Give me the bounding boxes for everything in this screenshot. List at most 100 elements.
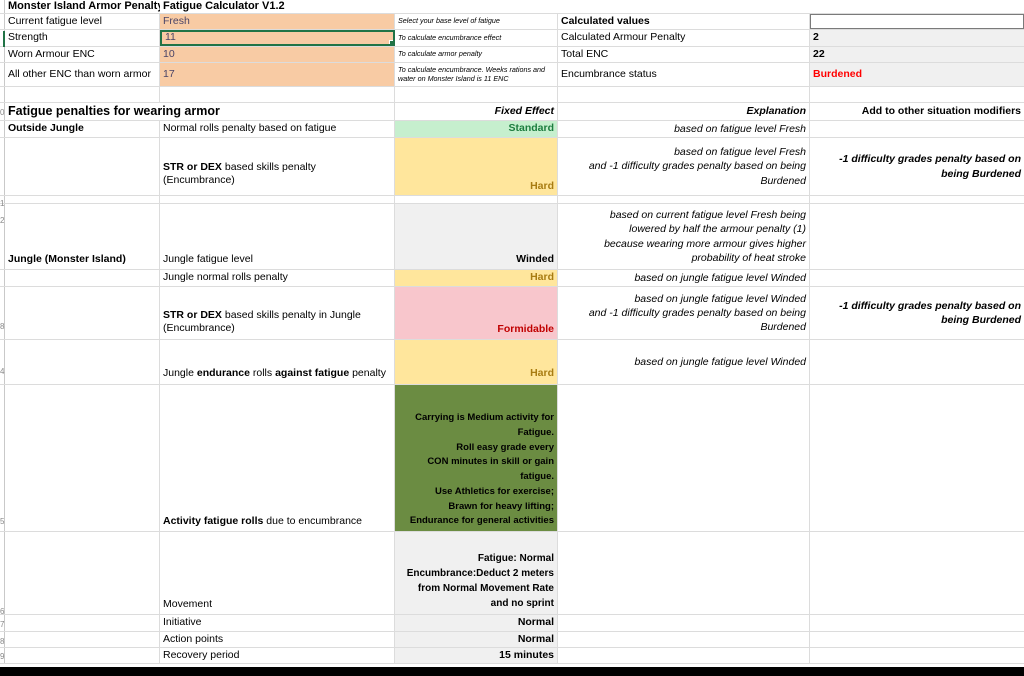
desc-outside-str-dex: STR or DEX based skills penalty (Encumbr… — [160, 138, 395, 195]
row-gutter — [0, 196, 5, 203]
modifier-outside-str-dex: -1 difficulty grades penalty based on be… — [839, 153, 1021, 180]
row-gutter — [0, 340, 5, 384]
explanation-outside-str-dex: based on fatigue level Fresh and -1 diff… — [558, 138, 810, 195]
effect-hard-endurance: Hard — [395, 340, 558, 384]
fatigue-level-input[interactable]: Fresh — [160, 14, 395, 29]
input-row-worn-enc: Worn Armour ENC 10 To calculate armor pe… — [0, 47, 1024, 63]
row-gutter — [0, 121, 5, 137]
row-gutter — [0, 632, 5, 647]
effect-standard: Standard — [395, 121, 558, 137]
total-enc-label: Total ENC — [558, 47, 810, 62]
row-gutter — [0, 63, 5, 86]
desc-initiative: Initiative — [160, 615, 395, 631]
desc-jungle-str-dex: STR or DEX based skills penalty in Jungl… — [160, 287, 395, 339]
desc-jungle-endurance: Jungle endurance rolls against fatigue p… — [160, 340, 395, 384]
row-jungle-endurance: Jungle endurance rolls against fatigue p… — [0, 340, 1024, 385]
empty-cell — [810, 270, 1024, 286]
empty-cell — [810, 121, 1024, 137]
empty-cell — [5, 196, 160, 203]
strength-input[interactable]: 11 — [160, 30, 395, 46]
row-number: 9 — [0, 652, 5, 661]
spacer-row — [0, 196, 1024, 204]
section-header-row: Fatigue penalties for wearing armor Fixe… — [0, 103, 1024, 121]
other-enc-input[interactable]: 17 — [160, 63, 395, 86]
row-gutter — [0, 14, 5, 29]
outlined-empty-cell[interactable] — [810, 14, 1024, 29]
desc-outside-normal: Normal rolls penalty based on fatigue — [160, 121, 395, 137]
empty-cell — [810, 532, 1024, 614]
row-number: 1 — [0, 199, 5, 208]
desc-activity-fatigue: Activity fatigue rolls due to encumbranc… — [160, 385, 395, 531]
worn-enc-input[interactable]: 10 — [160, 47, 395, 62]
row-number: 7 — [0, 620, 5, 629]
row-gutter — [0, 287, 5, 339]
desc-recovery-period: Recovery period — [160, 648, 395, 663]
explanation-jungle-fatigue: based on current fatigue level Fresh bei… — [558, 204, 810, 269]
empty-cell — [558, 87, 810, 102]
empty-cell — [5, 340, 160, 384]
empty-cell — [810, 87, 1024, 102]
empty-cell — [810, 615, 1024, 631]
empty-cell — [558, 615, 810, 631]
modifier-jungle-str-dex: -1 difficulty grades penalty based on be… — [839, 299, 1021, 326]
column-header-explanation: Explanation — [558, 103, 810, 120]
empty-row — [0, 87, 1024, 103]
effect-action-points: Normal — [395, 632, 558, 647]
empty-cell — [5, 270, 160, 286]
group-outside-jungle: Outside Jungle — [5, 121, 160, 137]
effect-activity-rules: Carrying is Medium activity for Fatigue.… — [395, 385, 558, 531]
desc-jungle-normal: Jungle normal rolls penalty — [160, 270, 395, 286]
group-jungle: Jungle (Monster Island) — [5, 204, 160, 269]
desc-jungle-fatigue: Jungle fatigue level — [160, 204, 395, 269]
row-number: 0 — [0, 108, 5, 117]
desc-action-points: Action points — [160, 632, 395, 647]
column-header-fixed-effect: Fixed Effect — [395, 103, 558, 120]
row-number: 8 — [0, 322, 5, 331]
empty-cell — [5, 648, 160, 663]
empty-cell — [160, 87, 395, 102]
row-movement: Movement Fatigue: Normal Encumbrance:Ded… — [0, 532, 1024, 615]
section-title: Fatigue penalties for wearing armor — [5, 103, 395, 120]
other-enc-note: To calculate encumbrance. Weeks rations … — [395, 63, 558, 86]
encumbrance-status-value: Burdened — [810, 63, 1024, 86]
row-jungle-fatigue: Jungle (Monster Island) Jungle fatigue l… — [0, 204, 1024, 270]
empty-cell — [558, 385, 810, 531]
bottom-black-bar — [0, 667, 1024, 676]
row-gutter — [0, 47, 5, 62]
row-recovery-period: Recovery period 15 minutes — [0, 648, 1024, 664]
row-number: 2 — [0, 216, 5, 225]
worn-enc-label: Worn Armour ENC — [5, 47, 160, 62]
empty-cell — [395, 87, 558, 102]
worn-enc-note: To calculate armor penalty — [395, 47, 558, 62]
encumbrance-status-label: Encumbrance status — [558, 63, 810, 86]
workbook-title-right: Fatigue Calculator V1.2 — [163, 0, 285, 12]
total-enc-value: 22 — [810, 47, 1024, 62]
empty-cell — [5, 87, 160, 102]
empty-cell — [5, 632, 160, 647]
calculated-values-header: Calculated values — [558, 14, 810, 29]
empty-cell — [5, 287, 160, 339]
empty-cell — [810, 204, 1024, 269]
row-jungle-str-dex: STR or DEX based skills penalty in Jungl… — [0, 287, 1024, 340]
row-initiative: Initiative Normal — [0, 615, 1024, 632]
partial-row — [0, 664, 1024, 667]
effect-hard-outside: Hard — [395, 138, 558, 195]
row-outside-str-dex: STR or DEX based skills penalty (Encumbr… — [0, 138, 1024, 196]
empty-cell — [5, 615, 160, 631]
row-gutter — [0, 532, 5, 614]
row-gutter — [0, 0, 5, 13]
explanation-jungle-normal: based on jungle fatigue level Winded — [558, 270, 810, 286]
empty-cell — [558, 196, 810, 203]
effect-winded: Winded — [395, 204, 558, 269]
input-row-strength: Strength 11 To calculate encumbrance eff… — [0, 30, 1024, 47]
strength-note: To calculate encumbrance effect — [395, 30, 558, 46]
armour-penalty-value: 2 — [810, 30, 1024, 46]
explanation-outside-normal: based on fatigue level Fresh — [558, 121, 810, 137]
empty-cell — [810, 632, 1024, 647]
row-number: 5 — [0, 517, 5, 526]
input-row-fatigue: Current fatigue level Fresh Select your … — [0, 14, 1024, 30]
row-gutter — [0, 138, 5, 195]
row-gutter — [0, 648, 5, 663]
row-gutter — [0, 87, 5, 102]
